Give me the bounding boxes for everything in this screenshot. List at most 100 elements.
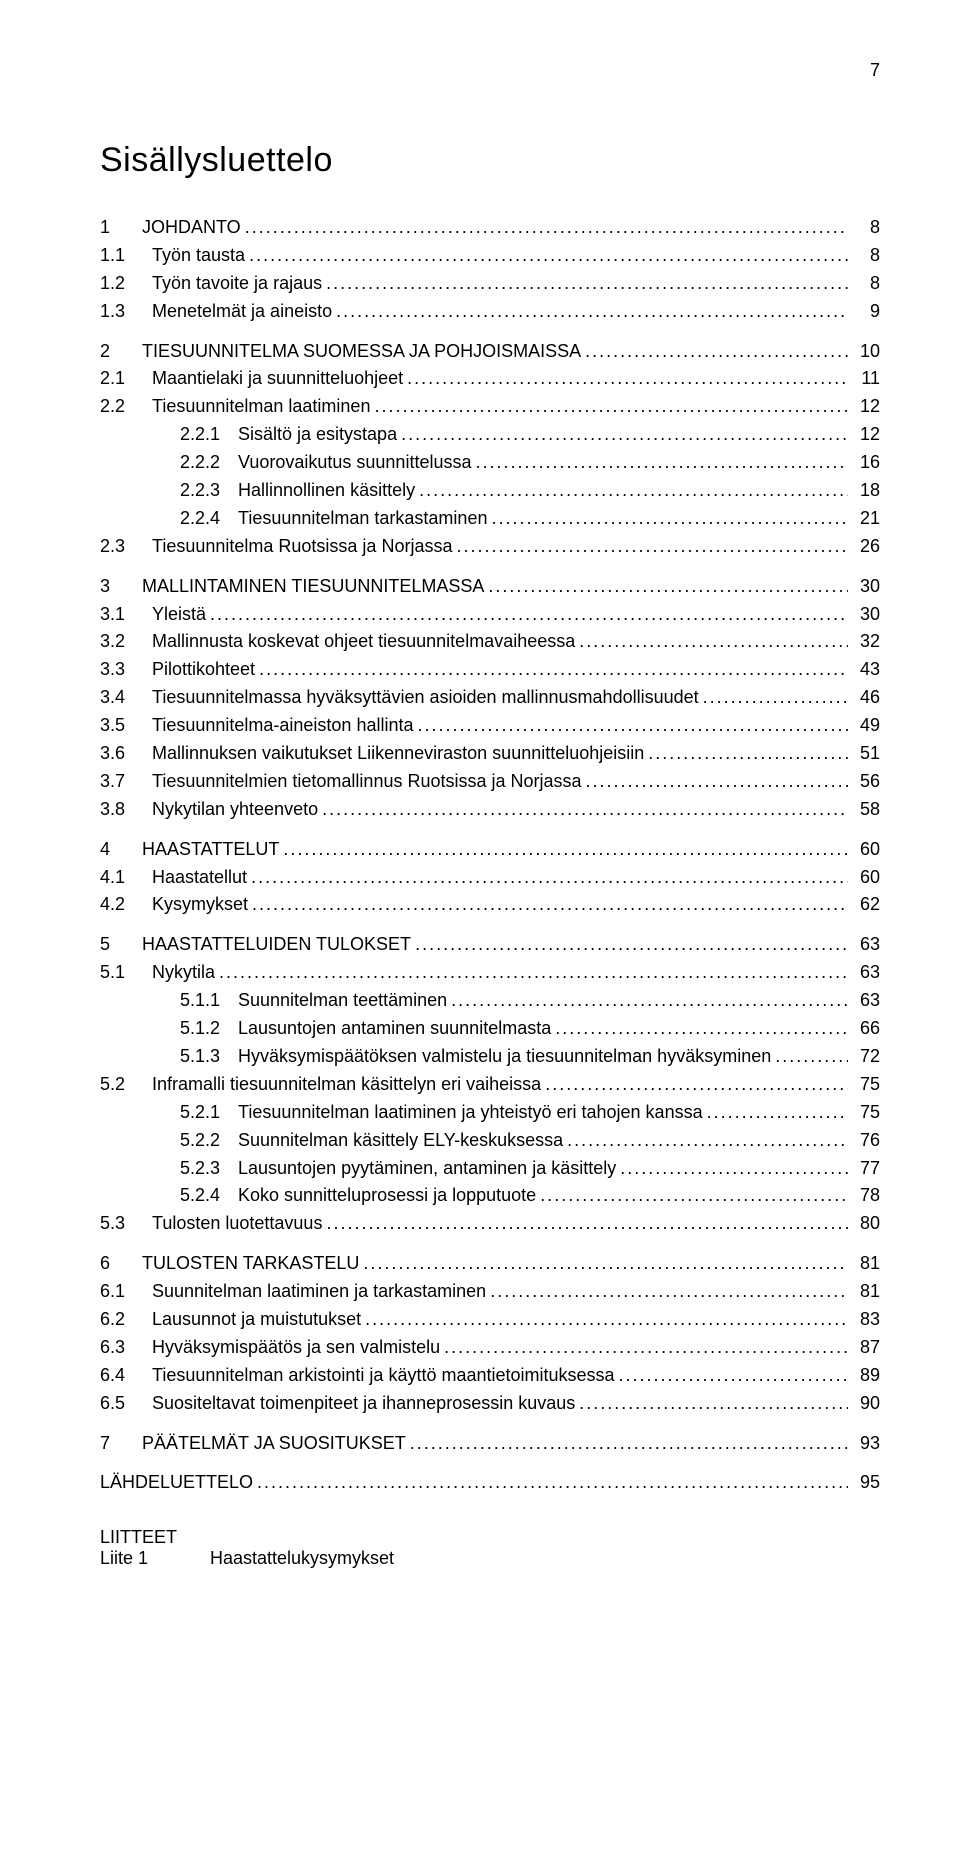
toc-spacer [100,824,880,836]
toc-text: Nykytilan yhteenveto [152,796,318,824]
toc-page: 93 [852,1430,880,1458]
toc-number: 1.2 [100,270,152,298]
toc-leader-dots [490,1278,848,1306]
toc-page: 63 [852,959,880,987]
toc-row: 7PÄÄTELMÄT JA SUOSITUKSET93 [100,1430,880,1458]
toc-text: Mallinnuksen vaikutukset Liikennevirasto… [152,740,644,768]
toc-leader-dots [775,1043,848,1071]
doc-title: Sisällysluettelo [100,141,880,180]
toc-row: 4.1Haastatellut60 [100,864,880,892]
toc-leader-dots [245,214,848,242]
toc-page: 10 [852,338,880,366]
toc-page: 12 [852,393,880,421]
toc-number: 6 [100,1250,142,1278]
toc-leader-dots [491,505,848,533]
appendix-heading: LIITTEET [100,1527,880,1548]
toc-row: 2.2.4Tiesuunnitelman tarkastaminen21 [100,505,880,533]
toc-page: 83 [852,1306,880,1334]
toc-leader-dots [210,601,848,629]
toc-text: Lausuntojen pyytäminen, antaminen ja käs… [238,1155,616,1183]
toc-number: 5.2 [100,1071,152,1099]
toc-text: HAASTATTELUIDEN TULOKSET [142,931,411,959]
toc-text: TULOSTEN TARKASTELU [142,1250,359,1278]
toc-page: 78 [852,1182,880,1210]
toc-row: 3.7Tiesuunnitelmien tietomallinnus Ruots… [100,768,880,796]
toc-leader-dots [419,477,848,505]
toc-row: 5.1Nykytila 63 [100,959,880,987]
toc-leader-dots [410,1430,848,1458]
toc-number: 7 [100,1430,142,1458]
toc-row: 2TIESUUNNITELMA SUOMESSA JA POHJOISMAISS… [100,338,880,366]
toc-page: 90 [852,1390,880,1418]
toc-page: 46 [852,684,880,712]
toc-leader-dots [567,1127,848,1155]
toc-number: 1.1 [100,242,152,270]
toc-number: 3.7 [100,768,152,796]
toc-row: 5.1.1Suunnitelman teettäminen63 [100,987,880,1015]
toc-number: 3.4 [100,684,152,712]
toc-number: 5.1 [100,959,152,987]
toc-number: 3.3 [100,656,152,684]
toc-leader-dots [365,1306,848,1334]
toc-page: 51 [852,740,880,768]
toc-page: 81 [852,1250,880,1278]
toc-page: 95 [852,1469,880,1497]
toc-text: Mallinnusta koskevat ohjeet tiesuunnitel… [152,628,575,656]
toc-number: 2.1 [100,365,152,393]
toc-text: Suositeltavat toimenpiteet ja ihannepros… [152,1390,575,1418]
toc-page: 89 [852,1362,880,1390]
toc-number: 3.5 [100,712,152,740]
toc-leader-dots [540,1182,848,1210]
toc-leader-dots [251,864,848,892]
toc-number: 3.6 [100,740,152,768]
toc-row: 5.1.3Hyväksymispäätöksen valmistelu ja t… [100,1043,880,1071]
toc-number: 5.2.1 [180,1099,238,1127]
toc-number: 6.3 [100,1334,152,1362]
toc-text: Hallinnollinen käsittely [238,477,415,505]
toc-row: 5HAASTATTELUIDEN TULOKSET63 [100,931,880,959]
toc-leader-dots [545,1071,848,1099]
toc-text: Tulosten luotettavuus [152,1210,322,1238]
toc-row: 5.2.1Tiesuunnitelman laatiminen ja yhtei… [100,1099,880,1127]
table-of-contents: 1JOHDANTO81.1Työn tausta81.2Työn tavoite… [100,214,880,1497]
toc-leader-dots [707,1099,848,1127]
toc-row: 2.2.2Vuorovaikutus suunnittelussa16 [100,449,880,477]
toc-leader-dots [417,712,848,740]
page-number: 7 [100,60,880,81]
toc-number: 5.3 [100,1210,152,1238]
toc-text: Tiesuunnitelma-aineiston hallinta [152,712,413,740]
toc-leader-dots [322,796,848,824]
toc-leader-dots [401,421,848,449]
toc-text: Tiesuunnitelman laatiminen ja yhteistyö … [238,1099,703,1127]
toc-page: 76 [852,1127,880,1155]
toc-page: 60 [852,864,880,892]
toc-row: 3.6Mallinnuksen vaikutukset Liikennevira… [100,740,880,768]
toc-page: 9 [852,298,880,326]
toc-page: 58 [852,796,880,824]
toc-leader-dots [585,338,848,366]
toc-page: 11 [852,365,880,393]
toc-leader-dots [219,959,848,987]
toc-text: Lausuntojen antaminen suunnitelmasta [238,1015,551,1043]
toc-text: Tiesuunnitelmassa hyväksyttävien asioide… [152,684,699,712]
toc-text: Nykytila [152,959,215,987]
toc-row: 5.3Tulosten luotettavuus80 [100,1210,880,1238]
toc-page: 18 [852,477,880,505]
toc-page: 43 [852,656,880,684]
toc-leader-dots [555,1015,848,1043]
appendix-text: Haastattelukysymykset [210,1548,394,1569]
toc-number: 1.3 [100,298,152,326]
toc-row: 5.2Inframalli tiesuunnitelman käsittelyn… [100,1071,880,1099]
toc-text: Työn tausta [152,242,245,270]
toc-page: 12 [852,421,880,449]
toc-leader-dots [586,768,848,796]
toc-text: Lausunnot ja muistutukset [152,1306,361,1334]
toc-number: 5 [100,931,142,959]
toc-page: 72 [852,1043,880,1071]
toc-page: 26 [852,533,880,561]
toc-row: 5.1.2Lausuntojen antaminen suunnitelmast… [100,1015,880,1043]
toc-text: Kysymykset [152,891,248,919]
toc-text: Pilottikohteet [152,656,255,684]
toc-number: 1 [100,214,142,242]
toc-text: Sisältö ja esitystapa [238,421,397,449]
